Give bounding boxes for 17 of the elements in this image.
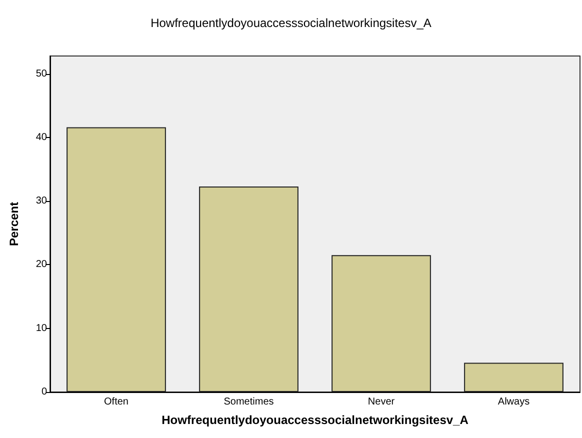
bar: [199, 186, 298, 392]
x-axis-title: Howfrequentlydoyouaccesssocialnetworkingsitesv_A: [162, 413, 469, 427]
y-tick-label: 50: [36, 68, 48, 80]
x-tick-label: Sometimes: [224, 396, 274, 408]
y-axis-title: Percent: [7, 202, 21, 246]
chart-title: Howfrequentlydoyouaccesssocialnetworkingsitesv_A: [150, 16, 432, 30]
x-tick-label: Never: [368, 396, 396, 408]
y-tick-label: 40: [36, 132, 48, 143]
x-tick-label: Often: [104, 396, 128, 408]
y-tick-label: 0: [41, 386, 48, 398]
x-tick-label: Always: [498, 396, 530, 408]
bar: [66, 127, 166, 392]
y-tick-label: 20: [36, 259, 48, 270]
bar: [464, 362, 564, 392]
y-tick-label: 10: [36, 322, 48, 334]
y-tick-label: 30: [36, 196, 48, 207]
bar: [332, 255, 431, 392]
